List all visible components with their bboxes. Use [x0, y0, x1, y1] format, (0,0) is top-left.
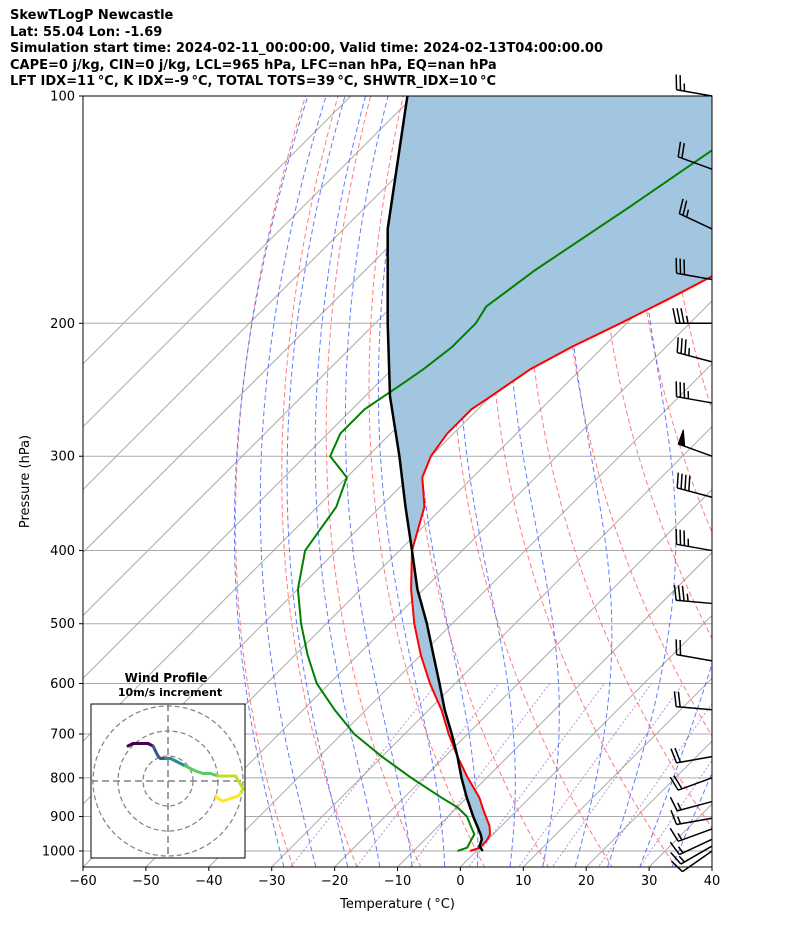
- mixing-ratio-line: [355, 683, 500, 867]
- dry-adiabat-line: [235, 96, 306, 867]
- moist-adiabat-line: [671, 771, 712, 867]
- wind-barb: [670, 747, 713, 764]
- hodograph-title: Wind Profile: [125, 671, 208, 685]
- moist-adiabat-line: [414, 96, 479, 867]
- wind-barb: [669, 838, 713, 856]
- moist-adiabat-line: [233, 96, 309, 867]
- y-axis-label: Pressure (hPa): [18, 435, 33, 528]
- wind-barb: [675, 639, 713, 662]
- moist-adiabat-line: [606, 96, 677, 867]
- wind-barb: [670, 850, 713, 873]
- wind-barb: [673, 585, 713, 605]
- dry-adiabat-line: [728, 62, 794, 883]
- isotherm-line: [208, 363, 712, 867]
- dry-adiabat-line: [759, 62, 794, 883]
- location-line: Lat: 55.04 Lon: -1.69: [10, 24, 163, 40]
- x-tick-label: 30: [641, 874, 658, 889]
- wind-barb: [672, 308, 712, 325]
- isotherm-line: [522, 677, 712, 867]
- x-tick-label: 40: [704, 874, 721, 889]
- isotherm-line: [83, 96, 478, 491]
- wind-barb: [675, 257, 713, 281]
- dry-adiabat-line: [368, 96, 486, 867]
- wind-barb: [677, 141, 713, 170]
- y-tick-label: 700: [50, 728, 75, 743]
- chart-header: SkewTLogP Newcastle Lat: 55.04 Lon: -1.6…: [10, 8, 603, 91]
- isotherm-line: [333, 488, 712, 867]
- stability-line: CAPE=0 j/kg, CIN=0 j/kg, LCL=965 hPa, LF…: [10, 57, 497, 73]
- y-tick-label: 900: [50, 810, 75, 825]
- x-tick-label: −30: [258, 874, 285, 889]
- temperature-line: [410, 275, 712, 852]
- time-line: Simulation start time: 2024-02-11_00:00:…: [10, 41, 603, 56]
- dewpoint-line: [296, 149, 712, 852]
- x-tick-label: 0: [456, 874, 464, 889]
- dry-adiabat-line: [525, 96, 712, 830]
- moist-adiabat-line: [377, 96, 446, 867]
- x-tick-label: 10: [515, 874, 532, 889]
- x-tick-label: 20: [578, 874, 595, 889]
- moist-adiabat-line: [506, 96, 560, 867]
- mixing-ratio-line: [597, 702, 712, 867]
- wind-barb: [670, 809, 713, 826]
- isotherm-line: [270, 425, 712, 867]
- isotherm-line: [145, 300, 712, 867]
- x-tick-label: −50: [132, 874, 159, 889]
- moist-adiabat-line: [344, 96, 413, 867]
- wind-barb: [675, 74, 713, 97]
- y-tick-label: 1000: [42, 845, 75, 860]
- dry-adiabat-line: [488, 96, 677, 867]
- hodograph-segment: [214, 794, 220, 800]
- y-tick-label: 500: [50, 617, 75, 632]
- isotherm-line: [83, 96, 415, 428]
- wind-barb: [673, 691, 713, 711]
- y-tick-label: 100: [50, 90, 75, 105]
- wind-barb: [669, 775, 713, 791]
- isotherm-line: [459, 614, 712, 867]
- wind-barb: [675, 528, 713, 552]
- y-tick-label: 600: [50, 677, 75, 692]
- x-tick-label: −40: [195, 874, 222, 889]
- mixing-ratio-line: [551, 683, 684, 867]
- parcel-line: [386, 96, 484, 852]
- dry-adiabat-line: [449, 96, 613, 867]
- cin-shaded-area: [387, 96, 712, 851]
- isotherm-line: [585, 740, 712, 867]
- wind-barb: [675, 381, 713, 404]
- indices-line: LFT IDX=11 °C, K IDX=-9 °C, TOTAL TOTS=3…: [10, 74, 497, 89]
- moist-adiabat-line: [639, 661, 712, 867]
- mixing-ratio-line: [289, 683, 438, 867]
- x-tick-label: −20: [321, 874, 348, 889]
- wind-barb: [669, 827, 713, 842]
- chart-title: SkewTLogP Newcastle: [10, 8, 174, 23]
- moist-adiabat-line: [314, 96, 381, 867]
- wind-barb: [678, 198, 713, 230]
- dry-adiabat-line: [325, 96, 422, 867]
- wind-barb: [676, 472, 713, 498]
- isotherm-line: [83, 96, 352, 365]
- hodograph-segment: [184, 764, 197, 773]
- x-axis-label: Temperature ( °C): [339, 897, 455, 912]
- mixing-ratio-line: [409, 683, 551, 867]
- wind-barb: [677, 429, 713, 457]
- moist-adiabat-line: [564, 96, 613, 867]
- y-tick-label: 400: [50, 544, 75, 559]
- y-tick-label: 800: [50, 771, 75, 786]
- x-tick-label: −60: [69, 874, 96, 889]
- hodograph-segment: [234, 774, 245, 790]
- hodograph-subtitle: 10m/s increment: [118, 686, 222, 699]
- y-tick-label: 200: [50, 317, 75, 332]
- mixing-ratio-line: [518, 683, 653, 867]
- moist-adiabat-line: [259, 96, 327, 867]
- x-tick-label: −10: [384, 874, 411, 889]
- moist-adiabat-line: [286, 96, 349, 867]
- wind-barb: [676, 337, 713, 363]
- y-tick-label: 300: [50, 450, 75, 465]
- isotherm-line: [396, 551, 712, 867]
- wind-barb: [669, 796, 713, 812]
- wind-barb: [670, 845, 713, 865]
- dry-adiabat-line: [281, 96, 358, 867]
